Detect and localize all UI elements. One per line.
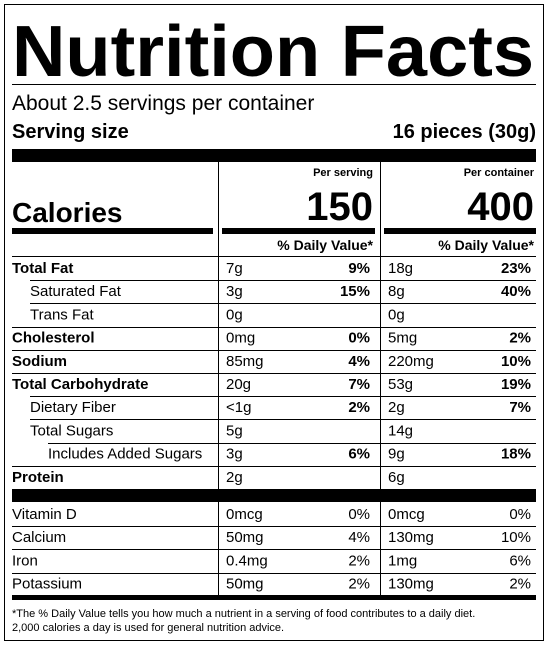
title: Nutrition Facts	[12, 12, 534, 92]
nutrient-name: Vitamin D	[12, 506, 77, 523]
amount: 0mcg	[388, 506, 425, 523]
medium-bar	[384, 228, 536, 234]
daily-value: 4%	[348, 529, 370, 546]
amount: 20g	[226, 376, 251, 393]
amount: 14g	[388, 422, 413, 439]
amount: 2g	[388, 399, 405, 416]
nutrient-name: Dietary Fiber	[30, 399, 116, 416]
daily-value: 4%	[348, 353, 370, 370]
amount: 130mg	[388, 529, 434, 546]
servings: About 2.5 servings per container	[12, 92, 314, 115]
daily-value: 15%	[340, 283, 370, 300]
border	[4, 4, 544, 641]
amount: 1mg	[388, 552, 417, 569]
daily-value: 9%	[348, 260, 370, 277]
daily-value: 0%	[509, 506, 531, 523]
nutrient-name: Saturated Fat	[30, 283, 122, 300]
amount: 50mg	[226, 576, 264, 593]
serving-size-label: Serving size	[12, 121, 129, 143]
nutrient-name: Total Carbohydrate	[12, 376, 148, 393]
daily-value: 40%	[501, 283, 531, 300]
footnote: *The % Daily Value tells you how much a …	[12, 608, 475, 620]
daily-value: 0%	[348, 330, 370, 347]
amount: 5g	[226, 422, 243, 439]
amount: 0mg	[226, 330, 255, 347]
daily-value: 2%	[509, 330, 531, 347]
thick-bar	[12, 149, 536, 162]
serving-size-value: 16 pieces (30g)	[393, 121, 536, 143]
footnote: 2,000 calories a day is used for general…	[12, 622, 284, 634]
daily-value: 0%	[348, 506, 370, 523]
daily-value: 7%	[509, 399, 531, 416]
medium-bar	[12, 595, 536, 600]
amount: 53g	[388, 376, 413, 393]
amount: 7g	[226, 260, 243, 277]
nutrient-name: Protein	[12, 469, 64, 486]
daily-value: 23%	[501, 260, 531, 277]
daily-value: 2%	[509, 576, 531, 593]
amount: 6g	[388, 469, 405, 486]
nutrient-name: Trans Fat	[30, 306, 94, 323]
daily-value: 18%	[501, 446, 531, 463]
amount: 3g	[226, 446, 243, 463]
nutrient-name: Includes Added Sugars	[48, 446, 202, 463]
amount: 0g	[226, 306, 243, 323]
daily-value: 2%	[348, 552, 370, 569]
daily-value: 2%	[348, 576, 370, 593]
daily-value: 6%	[509, 552, 531, 569]
amount: 0mcg	[226, 506, 263, 523]
column-header: Per serving	[313, 167, 373, 179]
medium-bar	[12, 228, 213, 234]
amount: 0.4mg	[226, 552, 268, 569]
nutrient-name: Total Sugars	[30, 422, 113, 439]
daily-value: 7%	[348, 376, 370, 393]
nutrient-name: Potassium	[12, 576, 82, 593]
calories-label: Calories	[12, 197, 123, 228]
column-header: Per container	[464, 167, 535, 179]
amount: 2g	[226, 469, 243, 486]
nutrient-name: Calcium	[12, 529, 66, 546]
amount: 5mg	[388, 330, 417, 347]
daily-value: 2%	[348, 399, 370, 416]
amount: <1g	[226, 399, 251, 416]
amount: 220mg	[388, 353, 434, 370]
daily-value: 10%	[501, 529, 531, 546]
amount: 8g	[388, 283, 405, 300]
amount: 130mg	[388, 576, 434, 593]
calories-value: 150	[306, 185, 373, 229]
amount: 85mg	[226, 353, 264, 370]
nutrient-name: Iron	[12, 552, 38, 569]
dv-header: % Daily Value*	[277, 237, 373, 253]
dv-header: % Daily Value*	[438, 237, 534, 253]
amount: 3g	[226, 283, 243, 300]
nutrient-name: Sodium	[12, 353, 67, 370]
daily-value: 6%	[348, 446, 370, 463]
daily-value: 19%	[501, 376, 531, 393]
amount: 50mg	[226, 529, 264, 546]
amount: 0g	[388, 306, 405, 323]
amount: 9g	[388, 446, 405, 463]
thick-bar	[12, 489, 536, 502]
nutrient-name: Total Fat	[12, 260, 73, 277]
daily-value: 10%	[501, 353, 531, 370]
amount: 18g	[388, 260, 413, 277]
calories-value: 400	[467, 185, 534, 229]
medium-bar	[222, 228, 375, 234]
nutrient-name: Cholesterol	[12, 330, 95, 347]
